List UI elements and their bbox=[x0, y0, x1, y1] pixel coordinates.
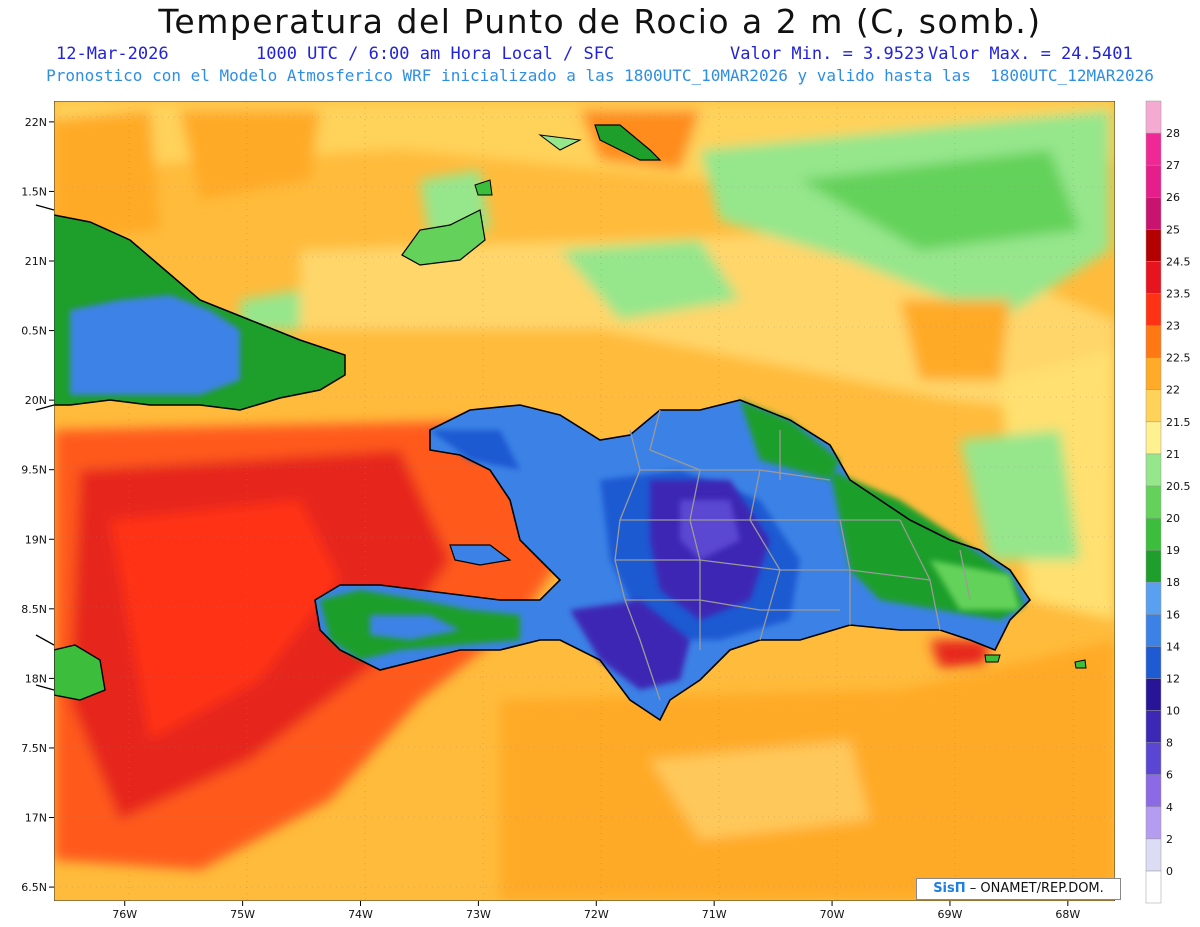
x-tick-label: 71W bbox=[702, 908, 727, 921]
x-tick-label: 72W bbox=[584, 908, 609, 921]
y-tick-label: 7.5N bbox=[21, 742, 47, 755]
legend-swatch bbox=[1145, 646, 1162, 679]
legend-swatch bbox=[1145, 100, 1162, 134]
legend-swatch bbox=[1145, 196, 1162, 230]
legend-swatch bbox=[1145, 261, 1162, 294]
legend-label: 10 bbox=[1166, 705, 1180, 718]
legend-label: 28 bbox=[1166, 127, 1180, 140]
forecast-time: 1000 UTC / 6:00 am Hora Local / SFC bbox=[256, 44, 615, 64]
legend-label: 22.5 bbox=[1166, 352, 1191, 365]
legend-swatch bbox=[1145, 806, 1162, 840]
legend-swatch bbox=[1145, 870, 1162, 904]
x-tick-label: 76W bbox=[112, 908, 137, 921]
legend-swatch bbox=[1145, 614, 1162, 647]
y-tick-label: 17N bbox=[25, 812, 47, 825]
legend-swatch bbox=[1145, 389, 1162, 423]
legend-swatch bbox=[1145, 678, 1162, 711]
x-tick-label: 68W bbox=[1055, 908, 1080, 921]
legend-label: 23.5 bbox=[1166, 287, 1191, 300]
x-tick-label: 73W bbox=[466, 908, 491, 921]
y-tick-label: 0.5N bbox=[21, 325, 47, 338]
legend-label: 27 bbox=[1166, 159, 1180, 172]
legend-swatch bbox=[1145, 229, 1162, 262]
y-tick-label: 22N bbox=[25, 116, 47, 129]
longitude-axis: 76W 75W 74W 73W 72W 71W 70W 69W 68W bbox=[112, 901, 1080, 921]
legend-label: 14 bbox=[1166, 640, 1180, 653]
legend-label: 18 bbox=[1166, 576, 1180, 589]
y-tick-label: 21N bbox=[25, 255, 47, 268]
legend-label: 16 bbox=[1166, 608, 1180, 621]
legend-label: 4 bbox=[1166, 801, 1173, 814]
legend-swatch bbox=[1145, 421, 1162, 455]
legend-swatch bbox=[1145, 517, 1162, 551]
hispaniola-landmass bbox=[314, 399, 1087, 722]
legend-swatch bbox=[1145, 838, 1162, 872]
dewpoint-field bbox=[54, 101, 1115, 901]
legend-label: 25 bbox=[1166, 223, 1180, 236]
cuba-landmass bbox=[54, 214, 346, 411]
latitude-axis: 22N 1.5N 21N 0.5N 20N 9.5N 19N 8.5N 18N 7.5N 17N 6.… bbox=[21, 116, 54, 894]
x-tick-label: 70W bbox=[820, 908, 845, 921]
legend-label: 20 bbox=[1166, 512, 1180, 525]
forecast-date: 12-Mar-2026 bbox=[56, 44, 169, 64]
x-tick-label: 74W bbox=[348, 908, 373, 921]
legend-label: 8 bbox=[1166, 737, 1173, 750]
legend-swatch bbox=[1145, 325, 1162, 358]
legend-label: 26 bbox=[1166, 191, 1180, 204]
legend-swatch bbox=[1145, 453, 1162, 487]
credit-text: – ONAMET/REP.DOM. bbox=[969, 881, 1104, 896]
legend-swatch bbox=[1145, 742, 1162, 775]
jamaica-landmass bbox=[54, 644, 106, 701]
map-title: Temperatura del Punto de Rocio a 2 m (C,… bbox=[158, 2, 1042, 41]
legend-label: 23 bbox=[1166, 320, 1180, 333]
legend-swatch bbox=[1145, 710, 1162, 743]
legend-label: 21 bbox=[1166, 448, 1180, 461]
legend-label: 22 bbox=[1166, 384, 1180, 397]
x-tick-label: 69W bbox=[938, 908, 963, 921]
legend-label: 21.5 bbox=[1166, 416, 1191, 429]
sispi-logo: SisΠ bbox=[933, 881, 966, 896]
min-value: Valor Min. = 3.9523 bbox=[730, 44, 925, 64]
legend-label: 2 bbox=[1166, 833, 1173, 846]
max-value: Valor Max. = 24.5401 bbox=[928, 44, 1133, 64]
model-info: Pronostico con el Modelo Atmosferico WRF… bbox=[46, 66, 1154, 85]
legend-label: 12 bbox=[1166, 672, 1180, 685]
legend-label: 0 bbox=[1166, 865, 1173, 878]
legend-label: 24.5 bbox=[1166, 255, 1191, 268]
y-tick-label: 20N bbox=[25, 394, 47, 407]
color-legend: 0 2 4 6 8 10 12 14 16 18 19 20 20.5 21 21.5 22 22.5 23 23.… bbox=[1145, 100, 1191, 904]
legend-swatch bbox=[1145, 293, 1162, 326]
y-tick-label: 8.5N bbox=[21, 603, 47, 616]
legend-label: 19 bbox=[1166, 544, 1180, 557]
x-tick-label: 75W bbox=[230, 908, 255, 921]
y-tick-label: 19N bbox=[25, 533, 47, 546]
legend-label: 6 bbox=[1166, 769, 1173, 782]
legend-swatch bbox=[1145, 357, 1162, 390]
bahamas-islands bbox=[401, 124, 662, 266]
legend-swatch bbox=[1145, 549, 1162, 583]
y-tick-label: 9.5N bbox=[21, 464, 47, 477]
credit-box: SisΠ – ONAMET/REP.DOM. bbox=[916, 878, 1121, 900]
legend-swatch bbox=[1145, 485, 1162, 519]
legend-swatch bbox=[1145, 132, 1162, 166]
legend-swatch bbox=[1145, 774, 1162, 808]
legend-swatch bbox=[1145, 164, 1162, 198]
y-tick-label: 1.5N bbox=[21, 185, 47, 198]
legend-swatch bbox=[1145, 581, 1162, 615]
y-tick-label: 6.5N bbox=[21, 881, 47, 894]
legend-label: 20.5 bbox=[1166, 480, 1191, 493]
y-tick-label: 18N bbox=[25, 672, 47, 685]
